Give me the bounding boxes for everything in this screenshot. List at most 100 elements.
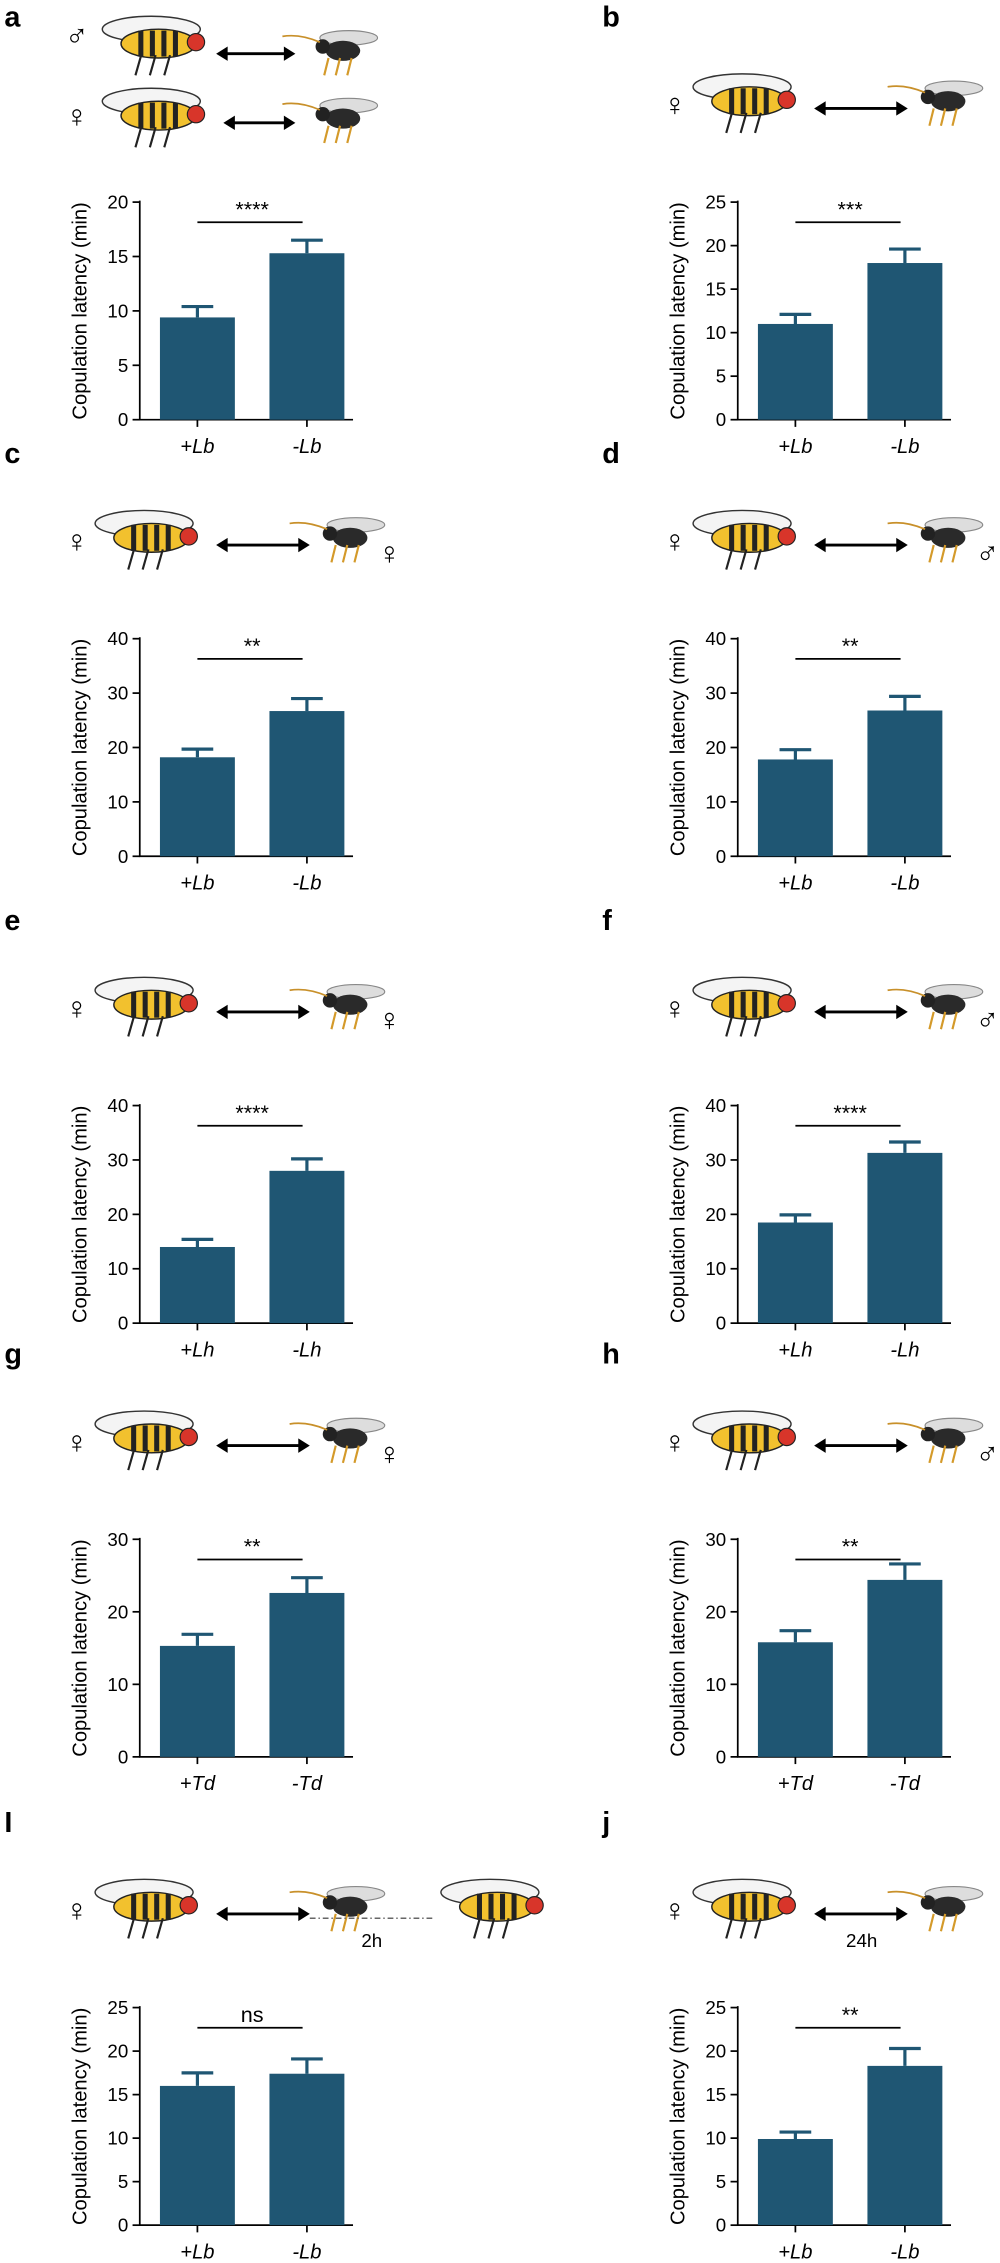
bar xyxy=(757,1642,833,1757)
y-tick-label: 25 xyxy=(107,1997,128,2018)
x-tick-label: -Td xyxy=(890,1773,921,1795)
x-tick-label: +Lh xyxy=(778,1339,812,1361)
arrow-head xyxy=(814,1438,826,1453)
y-tick-label: 30 xyxy=(705,683,726,704)
fly-eye xyxy=(777,1427,796,1447)
significance-label: ns xyxy=(241,2002,264,2027)
fly-leg xyxy=(156,1449,164,1471)
y-axis-label: Copulation latency (min) xyxy=(69,1106,91,1323)
wasp-leg xyxy=(353,544,360,563)
panel: h ♀ ♂ Copulation latency (min) 0 10 20 30 +Td -Td… xyxy=(602,1338,999,1795)
fly-body xyxy=(120,28,197,59)
fly-stripe xyxy=(752,524,758,551)
error-bar xyxy=(779,1213,812,1223)
bar xyxy=(159,317,235,420)
fly-stripe xyxy=(740,991,746,1018)
fly-stripe xyxy=(161,102,167,129)
fly-leg xyxy=(156,1015,164,1037)
y-tick-label: 5 xyxy=(716,2171,726,2192)
wasp-antenna xyxy=(887,85,926,94)
x-tick-label: -Lh xyxy=(292,1339,321,1361)
fly-icon xyxy=(692,1410,796,1471)
fly-stripe xyxy=(729,88,735,115)
sex-symbol: ♀ xyxy=(65,523,89,559)
panel-label: I xyxy=(4,1807,12,1839)
panel-label: b xyxy=(602,1,620,33)
fly-icon xyxy=(289,1885,386,1932)
wasp-antenna xyxy=(887,1890,926,1899)
fly-eye xyxy=(179,527,198,546)
fly-stripe xyxy=(172,102,178,129)
error-bar xyxy=(291,696,323,712)
x-tick-label: +Lb xyxy=(180,872,214,894)
fly-stripe xyxy=(149,102,155,129)
panel-label: d xyxy=(602,438,620,470)
fly-eye xyxy=(777,1896,796,1915)
x-tick-label: +Lb xyxy=(180,436,214,458)
bar xyxy=(159,757,235,857)
fly-body xyxy=(711,522,788,553)
fly-icon xyxy=(692,976,796,1037)
fly-leg xyxy=(127,1449,136,1471)
fly-leg xyxy=(127,549,136,570)
arrow-head xyxy=(223,115,235,131)
arrow-head xyxy=(216,537,228,553)
fly-body xyxy=(113,1891,190,1922)
fly-stripe xyxy=(161,30,167,57)
fly-eye xyxy=(777,994,796,1013)
x-tick-label: +Lb xyxy=(778,436,812,458)
bar xyxy=(867,1152,943,1324)
fly-icon xyxy=(692,509,796,570)
y-tick-label: 15 xyxy=(107,2084,128,2105)
fly-stripe xyxy=(154,1893,160,1920)
fly-eye xyxy=(777,527,796,546)
fly-body xyxy=(711,86,788,117)
y-tick-label: 20 xyxy=(705,1601,726,1622)
significance-label: *** xyxy=(838,197,864,222)
fly-leg xyxy=(134,54,143,76)
y-axis-label: Copulation latency (min) xyxy=(69,202,91,419)
bar xyxy=(757,323,833,420)
arrow-head xyxy=(814,1906,826,1922)
error-bar xyxy=(291,2057,323,2074)
y-tick-label: 10 xyxy=(107,300,128,321)
arrow-head xyxy=(298,1906,310,1922)
panel-label: f xyxy=(602,905,612,937)
wasp-leg xyxy=(334,57,342,76)
sex-symbol: ♀ xyxy=(378,1435,402,1471)
sex-symbol: ♀ xyxy=(663,1892,687,1928)
y-tick-label: 20 xyxy=(705,737,726,758)
fly-leg xyxy=(754,1449,762,1471)
wasp-antenna xyxy=(289,988,328,997)
wasp-leg xyxy=(334,125,342,144)
y-tick-label: 20 xyxy=(107,1204,128,1225)
wasp-antenna xyxy=(289,1422,328,1431)
fly-stripe xyxy=(142,524,148,551)
fly-leg xyxy=(473,1917,481,1939)
panel: I ♀ 2h Copulation latency (min) 0 5 10 15 20 25 +L… xyxy=(4,1807,544,2263)
fly-icon xyxy=(94,976,198,1037)
fly-stripe xyxy=(142,1893,148,1920)
significance-label: ** xyxy=(842,1534,859,1559)
fly-icon xyxy=(94,1410,198,1471)
y-tick-label: 30 xyxy=(705,1529,726,1550)
wasp-antenna xyxy=(289,521,328,530)
significance-label: ** xyxy=(842,2002,859,2027)
fly-stripe xyxy=(729,1425,735,1452)
fly-leg xyxy=(141,1917,150,1939)
fly-eye xyxy=(179,1427,198,1447)
fly-leg xyxy=(725,1917,734,1939)
x-tick-label: -Lb xyxy=(890,2241,919,2263)
y-tick-label: 20 xyxy=(107,2041,128,2062)
fly-stripe xyxy=(752,991,758,1018)
error-bar xyxy=(181,1632,214,1646)
y-axis-label: Copulation latency (min) xyxy=(667,1539,689,1756)
bar xyxy=(867,263,943,420)
wasp-body xyxy=(930,527,966,548)
panel: e ♀ ♀ Copulation latency (min) 0 10 20 30 40 +Lh -… xyxy=(4,905,401,1362)
fly-stripe xyxy=(131,991,137,1018)
bar xyxy=(757,759,833,857)
fly-stripe xyxy=(763,1893,769,1920)
fly-leg xyxy=(156,1917,164,1939)
fly-stripe xyxy=(511,1893,517,1920)
